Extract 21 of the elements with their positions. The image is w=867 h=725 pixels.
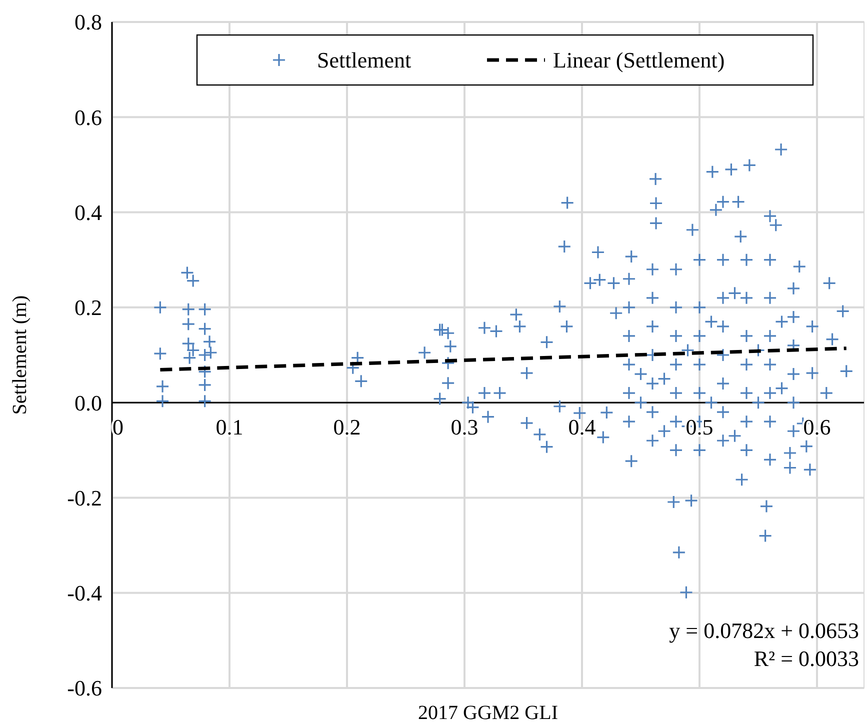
y-tick-label: 0.8 (74, 10, 102, 35)
legend-label: Settlement (317, 48, 412, 73)
x-tick-label: 0.5 (686, 414, 714, 440)
y-tick-label: 0.0 (74, 390, 102, 416)
annotation: y = 0.0782x + 0.0653 (669, 618, 859, 643)
y-axis-title: Settlement (m) (9, 295, 31, 415)
annotation: R² = 0.0033 (754, 646, 859, 671)
x-tick-label: 0.4 (568, 414, 596, 440)
x-tick-label: 0.2 (333, 414, 361, 440)
y-tick-label: 0.4 (74, 200, 102, 225)
legend-label: Linear (Settlement) (553, 48, 725, 73)
x-tick-label: 0.6 (803, 414, 831, 440)
y-tick-label: 0.2 (74, 295, 102, 320)
x-tick-label: 0.1 (216, 414, 244, 440)
y-tick-label: 0.6 (74, 104, 102, 130)
x-axis-title: 2017 GGM2 GLI (418, 702, 558, 724)
x-tick-label: 0 (112, 414, 124, 440)
y-tick-label: -0.4 (67, 580, 102, 606)
x-tick-label: 0.3 (450, 414, 478, 440)
y-tick-label: -0.2 (67, 485, 102, 510)
y-tick-label: -0.6 (67, 676, 102, 701)
